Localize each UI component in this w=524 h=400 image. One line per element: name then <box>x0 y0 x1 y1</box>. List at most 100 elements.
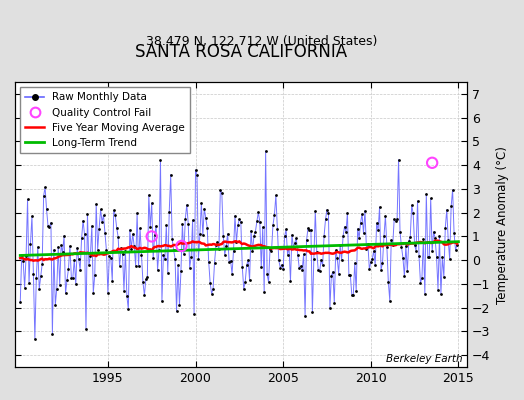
Point <box>286 278 294 284</box>
Point <box>148 200 156 206</box>
Point <box>283 252 292 258</box>
Point <box>60 232 68 239</box>
Point <box>152 223 160 229</box>
Point <box>19 258 27 264</box>
Point <box>438 254 446 260</box>
Point <box>52 285 61 292</box>
Point <box>275 257 283 264</box>
Point <box>42 206 51 212</box>
Point <box>373 220 381 226</box>
Point <box>244 257 253 263</box>
Point <box>148 233 156 240</box>
Point <box>130 243 138 249</box>
Point <box>111 212 119 218</box>
Point <box>245 277 254 283</box>
Point <box>163 269 172 276</box>
Point <box>307 227 315 234</box>
Point <box>45 224 53 230</box>
Point <box>210 260 219 266</box>
Point <box>104 290 112 296</box>
Point <box>230 248 238 254</box>
Point <box>197 200 205 207</box>
Point <box>315 268 324 274</box>
Point <box>257 264 266 270</box>
Point <box>436 291 445 298</box>
Point <box>149 254 157 261</box>
Point <box>405 238 413 245</box>
Point <box>150 232 159 239</box>
Point <box>297 263 305 269</box>
Point <box>380 233 388 240</box>
Point <box>50 247 58 253</box>
Point <box>159 252 168 258</box>
Point <box>355 235 363 241</box>
Point <box>221 252 229 258</box>
Point <box>212 242 220 248</box>
Point <box>327 273 335 279</box>
Point <box>330 300 339 306</box>
Point <box>324 210 333 216</box>
Point <box>139 279 147 285</box>
Point <box>445 256 454 262</box>
Point <box>101 230 109 236</box>
Point <box>190 311 198 317</box>
Point <box>121 248 129 254</box>
Point <box>265 279 273 285</box>
Point <box>391 217 400 224</box>
Point <box>238 264 246 270</box>
Point <box>397 244 406 250</box>
Point <box>282 226 290 232</box>
Point <box>450 230 458 236</box>
Point <box>171 256 179 262</box>
Point <box>175 302 183 308</box>
Point <box>213 239 222 246</box>
Point <box>317 256 325 263</box>
Point <box>377 266 385 273</box>
Point <box>345 272 353 279</box>
Point <box>406 234 414 240</box>
Point <box>422 190 431 197</box>
Point <box>24 196 32 202</box>
Point <box>400 273 409 280</box>
Point <box>132 262 140 269</box>
Point <box>395 156 403 163</box>
Point <box>37 273 45 279</box>
Point <box>141 276 150 282</box>
Point <box>223 230 232 237</box>
Point <box>365 266 374 272</box>
Point <box>301 312 309 319</box>
Point <box>378 260 387 267</box>
Point <box>346 272 355 279</box>
Point <box>447 203 455 210</box>
Point <box>291 239 299 246</box>
Point <box>374 227 383 234</box>
Point <box>17 252 26 258</box>
Point <box>302 237 311 244</box>
Point <box>63 277 71 283</box>
Point <box>91 272 99 278</box>
Point <box>231 212 239 219</box>
Point <box>66 243 74 249</box>
Point <box>453 242 461 248</box>
Point <box>430 228 438 235</box>
Point <box>154 267 162 273</box>
Point <box>95 225 103 232</box>
Point <box>399 255 407 261</box>
Point <box>118 251 127 257</box>
Point <box>54 244 62 250</box>
Text: 38.479 N, 122.712 W (United States): 38.479 N, 122.712 W (United States) <box>146 36 378 48</box>
Point <box>226 258 235 264</box>
Point <box>108 278 116 284</box>
Point <box>337 257 346 264</box>
Point <box>158 298 166 304</box>
Point <box>431 235 439 241</box>
Point <box>28 213 36 219</box>
Point <box>388 242 397 249</box>
Point <box>61 290 70 296</box>
Point <box>209 286 217 292</box>
Point <box>126 226 134 233</box>
Point <box>204 258 213 265</box>
Point <box>167 171 175 178</box>
Point <box>105 253 114 260</box>
Point <box>155 246 163 253</box>
